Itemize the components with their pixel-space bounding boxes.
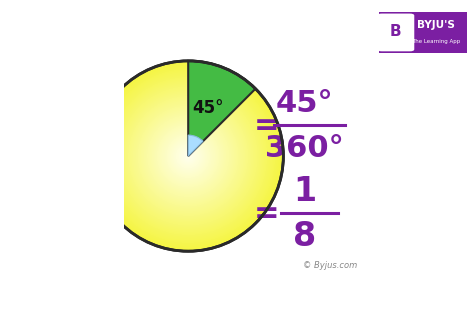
Circle shape xyxy=(117,85,260,227)
Text: 1: 1 xyxy=(293,175,316,208)
Wedge shape xyxy=(188,135,203,156)
Circle shape xyxy=(168,135,209,177)
Circle shape xyxy=(156,124,220,188)
Circle shape xyxy=(148,116,228,196)
Circle shape xyxy=(171,139,206,173)
Text: =: = xyxy=(254,111,280,140)
Circle shape xyxy=(150,118,226,194)
Circle shape xyxy=(125,93,252,219)
Circle shape xyxy=(123,91,253,221)
Text: 360°: 360° xyxy=(265,134,344,163)
Circle shape xyxy=(104,72,272,240)
Text: 45°: 45° xyxy=(276,89,334,118)
Circle shape xyxy=(180,148,196,164)
Circle shape xyxy=(107,75,269,237)
Circle shape xyxy=(175,143,201,169)
Circle shape xyxy=(164,132,212,180)
Circle shape xyxy=(161,129,215,183)
Circle shape xyxy=(100,67,277,245)
Circle shape xyxy=(115,83,261,229)
Circle shape xyxy=(112,80,264,232)
Text: 45°: 45° xyxy=(192,99,224,117)
Text: BYJU'S: BYJU'S xyxy=(417,20,455,30)
Circle shape xyxy=(129,97,247,215)
Circle shape xyxy=(96,64,280,248)
Circle shape xyxy=(128,96,248,216)
Circle shape xyxy=(185,153,191,159)
Circle shape xyxy=(187,154,190,158)
Circle shape xyxy=(102,70,274,242)
Circle shape xyxy=(160,128,217,184)
Text: B: B xyxy=(390,24,401,39)
Circle shape xyxy=(95,62,282,250)
Circle shape xyxy=(120,88,256,224)
Circle shape xyxy=(109,77,267,235)
Circle shape xyxy=(139,107,237,205)
Wedge shape xyxy=(188,61,255,156)
Text: =: = xyxy=(254,199,280,228)
Circle shape xyxy=(169,137,207,175)
FancyBboxPatch shape xyxy=(377,14,414,51)
Circle shape xyxy=(137,105,239,207)
Circle shape xyxy=(114,82,263,231)
Circle shape xyxy=(133,100,244,212)
Circle shape xyxy=(163,131,214,181)
Circle shape xyxy=(179,146,198,166)
Circle shape xyxy=(110,78,266,234)
Circle shape xyxy=(155,123,221,189)
Circle shape xyxy=(93,61,283,251)
Circle shape xyxy=(158,126,219,186)
Circle shape xyxy=(142,110,234,202)
FancyBboxPatch shape xyxy=(375,10,471,55)
Text: 8: 8 xyxy=(293,220,317,253)
Circle shape xyxy=(166,134,210,178)
Circle shape xyxy=(118,86,258,226)
Circle shape xyxy=(106,74,271,239)
Text: © Byjus.com: © Byjus.com xyxy=(303,261,357,270)
Circle shape xyxy=(153,121,223,191)
Circle shape xyxy=(177,145,199,167)
Circle shape xyxy=(147,115,229,197)
Circle shape xyxy=(174,142,202,170)
Circle shape xyxy=(98,66,279,247)
Circle shape xyxy=(144,112,233,201)
Circle shape xyxy=(173,140,204,172)
Circle shape xyxy=(127,94,250,218)
Circle shape xyxy=(101,69,275,243)
Text: The Learning App: The Learning App xyxy=(412,39,460,44)
Circle shape xyxy=(121,89,255,223)
Circle shape xyxy=(152,120,225,193)
Circle shape xyxy=(136,104,240,208)
Circle shape xyxy=(183,151,193,161)
Circle shape xyxy=(134,102,242,210)
Circle shape xyxy=(131,99,246,213)
Circle shape xyxy=(141,108,236,204)
Circle shape xyxy=(146,113,231,199)
Circle shape xyxy=(182,150,194,163)
